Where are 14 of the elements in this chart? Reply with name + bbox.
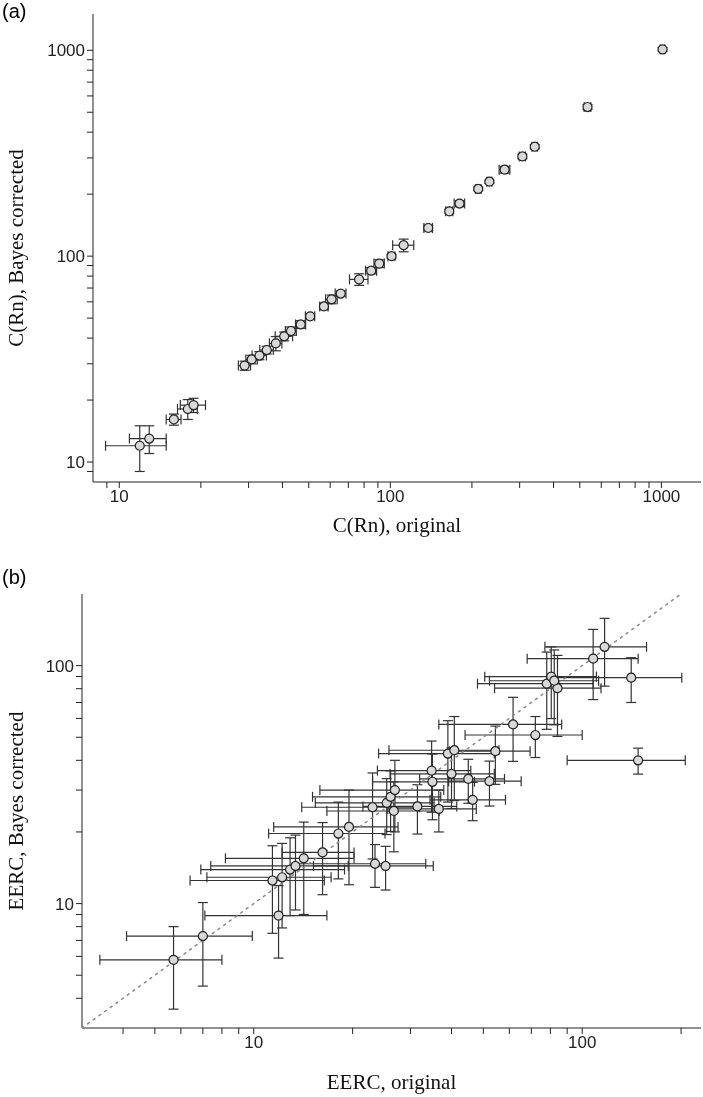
y-tick-label: 1000 [47,41,85,61]
y-tick-label: 100 [45,656,74,676]
x-tick-label: 1000 [642,487,681,507]
y-tick-label: 10 [55,894,74,914]
text: (b) [2,566,27,589]
text: (a) [2,0,27,23]
x-axis-title: EERC, original [326,1070,457,1094]
y-axis-title: C(Rn), Bayes corrected [4,148,29,347]
y-tick-label: 10 [66,453,85,473]
x-tick-label: 100 [376,487,405,507]
y-axis-title: EERC, Bayes corrected [4,711,29,911]
x-tick-label: 10 [109,487,129,507]
x-axis-title: C(Rn), original [332,513,462,537]
y-tick-label: 100 [56,247,85,267]
